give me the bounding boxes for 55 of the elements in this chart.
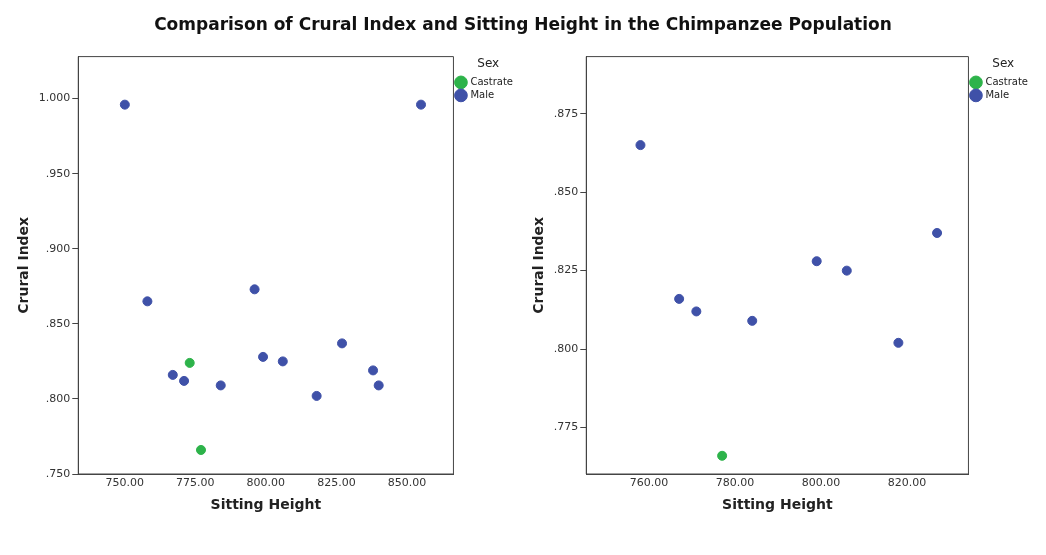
x-tick-label: 775.00	[176, 476, 215, 490]
x-axis-title: Sitting Height	[722, 496, 833, 513]
x-tick-label: 800.00	[246, 476, 286, 490]
x-tick-label: 800.00	[801, 476, 841, 490]
y-tick-label: .750	[45, 466, 71, 480]
x-axis-title: Sitting Height	[210, 496, 322, 513]
point	[167, 369, 178, 380]
x-tick-label: 760.00	[629, 476, 669, 490]
legend-label: Male	[470, 88, 495, 100]
point	[337, 338, 348, 349]
legend-title: Sex	[992, 56, 1015, 71]
point	[416, 99, 427, 110]
y-tick-label: .875	[553, 106, 579, 120]
point	[277, 356, 288, 367]
x-tick-label: 820.00	[887, 476, 927, 490]
point	[893, 337, 904, 348]
point	[311, 390, 322, 401]
point	[811, 256, 822, 267]
point	[373, 380, 384, 391]
point	[184, 357, 195, 368]
point	[932, 227, 943, 238]
point	[841, 265, 852, 276]
text: Comparison of Crural Index and Sitting Height in the Chimpanzee Population	[153, 13, 893, 36]
y-tick-label: .775	[553, 420, 579, 434]
legend-title: Sex	[477, 56, 500, 71]
point	[142, 296, 153, 307]
legend-label: Castrate	[985, 75, 1029, 87]
y-axis-title: Crural Index	[530, 216, 547, 314]
y-tick-label: .800	[45, 391, 71, 405]
point	[691, 306, 702, 317]
y-tick-label: .900	[45, 241, 71, 255]
x-tick-label: 750.00	[105, 476, 145, 490]
point	[674, 293, 685, 304]
y-tick-label: .850	[45, 316, 71, 330]
legend-label: Male	[985, 88, 1010, 100]
x-tick-label: 780.00	[715, 476, 755, 490]
point	[195, 444, 206, 455]
y-tick-label: .800	[553, 341, 579, 355]
y-tick-label: .950	[45, 166, 71, 180]
point	[635, 140, 646, 151]
point	[119, 99, 130, 110]
x-tick-label: 825.00	[317, 476, 356, 490]
point	[368, 365, 379, 376]
legend-label: Castrate	[470, 75, 514, 87]
y-tick-label: .825	[553, 263, 579, 277]
y-axis-title: Crural Index	[15, 216, 32, 314]
x-tick-label: 850.00	[387, 476, 427, 490]
y-tick-label: 1.000	[38, 91, 71, 105]
point	[258, 351, 269, 362]
point	[179, 375, 190, 386]
point	[249, 284, 260, 295]
y-tick-label: .850	[553, 185, 579, 199]
point	[747, 315, 758, 326]
point	[215, 380, 226, 391]
point	[717, 450, 728, 461]
